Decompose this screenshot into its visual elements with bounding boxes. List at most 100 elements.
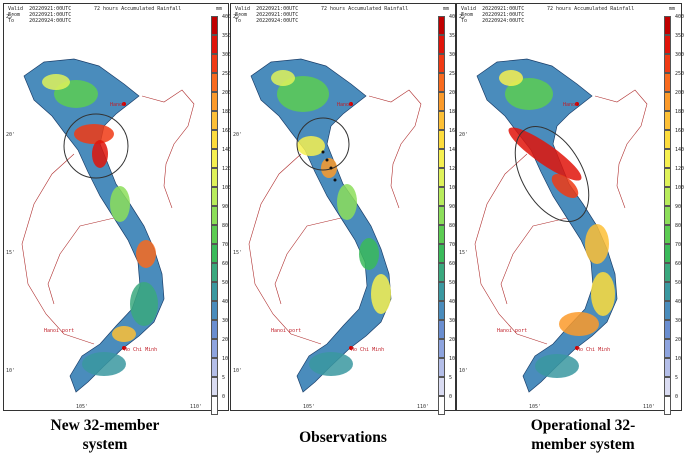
colorbar-swatch: 100 (664, 185, 684, 206)
colorbar-swatch: 5 (211, 375, 225, 396)
colorbar-swatch: 250 (438, 71, 458, 92)
colorbar-swatch: 60 (438, 261, 455, 282)
colorbar-swatch: 400 (438, 14, 458, 35)
city-label: Hanoi (337, 102, 353, 108)
from-time: From 20220921:00UTC (8, 12, 72, 18)
colorbar-swatch: 20 (211, 337, 228, 358)
rainfall-area (136, 240, 156, 268)
lat-label: 20' (233, 132, 243, 138)
colorbar-swatch: 120 (438, 166, 458, 187)
unit-label: mm (668, 6, 675, 12)
colorbar-label: 30 (449, 318, 456, 324)
colorbar-swatch: 20 (438, 337, 455, 358)
city-label: Hanoi (110, 102, 126, 108)
colorbar-label: 160 (675, 128, 684, 134)
colorbar-swatch: 30 (211, 318, 228, 339)
valid-time: Valid 20220921:00UTC (235, 6, 299, 12)
country-border (21, 89, 195, 345)
colorbar-label: 60 (675, 261, 682, 267)
lon-label: 110' (417, 404, 430, 410)
rainfall-area (277, 76, 329, 112)
caption-observations: Observations (299, 429, 387, 446)
rainfall-area (110, 186, 130, 222)
colorbar-label: 90 (675, 204, 682, 210)
caption-new-32-member: New 32-member system (50, 417, 160, 453)
colorbar-label: 0 (449, 394, 453, 400)
valid-time: Valid 20220921:00UTC (8, 6, 72, 12)
lat-label: 15' (6, 250, 16, 256)
colorbar-swatch: 180 (438, 109, 458, 130)
colorbar-label: 100 (222, 185, 232, 191)
colorbar-swatch: 40 (211, 299, 228, 320)
colorbar-swatch: 120 (211, 166, 231, 187)
lon-label: 105' (529, 404, 542, 410)
colorbar-label: 160 (222, 128, 232, 134)
city-label: Hanoi port (497, 328, 528, 334)
rainfall-area (337, 184, 357, 220)
rainfall-area (92, 140, 108, 168)
panel-new-32-member: Valid 20220921:00UTC From 20220921:00UTC… (3, 3, 232, 415)
lat-label: 25' (6, 14, 16, 20)
city-marker (575, 346, 579, 350)
colorbar-label: 140 (449, 147, 459, 153)
colorbar-swatch: 200 (211, 90, 231, 111)
city-label: Hanoi port (271, 328, 302, 334)
colorbar-label: 140 (675, 147, 684, 153)
rainfall-area (74, 124, 114, 144)
colorbar-swatch: 300 (664, 52, 684, 73)
rainfall-area (559, 312, 599, 336)
colorbar-swatch: 250 (664, 71, 684, 92)
colorbar-label: 350 (675, 33, 684, 39)
colorbar-label: 250 (449, 71, 459, 77)
colorbar-label: 200 (222, 90, 232, 96)
colorbar-label: 90 (222, 204, 229, 210)
lat-label: 15' (233, 250, 243, 256)
lat-label: 20' (459, 132, 469, 138)
colorbar-label: 60 (449, 261, 456, 267)
colorbar-swatch: 70 (664, 242, 681, 263)
colorbar-label: 10 (675, 356, 682, 362)
colorbar-swatch: 60 (664, 261, 681, 282)
colorbar-swatch: 180 (211, 109, 231, 130)
colorbar-swatch: 250 (211, 71, 231, 92)
colorbar-swatch: 200 (438, 90, 458, 111)
colorbar-swatch: 0 (438, 394, 452, 415)
colorbar-swatch: 160 (211, 128, 231, 149)
colorbar-swatch: 100 (438, 185, 458, 206)
from-time: From 20220921:00UTC (235, 12, 299, 18)
colorbar-label: 400 (675, 14, 684, 20)
colorbar-swatch: 50 (664, 280, 681, 301)
colorbar-label: 180 (222, 109, 232, 115)
colorbar-label: 120 (675, 166, 684, 172)
colorbar-label: 10 (449, 356, 456, 362)
rainfall-area (82, 352, 126, 376)
colorbar-label: 20 (675, 337, 682, 343)
lon-label: 105' (76, 404, 89, 410)
colorbar-label: 80 (222, 223, 229, 229)
map-title: 72 hours Accumulated Rainfall (321, 6, 409, 12)
colorbar-swatch: 10 (664, 356, 681, 377)
lat-label: 10' (459, 368, 469, 374)
colorbar-label: 250 (222, 71, 232, 77)
colorbar-label: 120 (222, 166, 232, 172)
city-label: Hanoi (563, 102, 579, 108)
highlight-circle (296, 117, 350, 171)
colorbar-label: 10 (222, 356, 229, 362)
station-marker (321, 150, 325, 154)
city-marker (349, 346, 353, 350)
city-marker (122, 346, 126, 350)
colorbar-swatch: 350 (211, 33, 231, 54)
colorbar-label: 90 (449, 204, 456, 210)
colorbar-label: 20 (449, 337, 456, 343)
rainfall-area (505, 78, 553, 110)
colorbar-label: 30 (675, 318, 682, 324)
colorbar-label: 50 (222, 280, 229, 286)
colorbar-label: 100 (675, 185, 684, 191)
colorbar-label: 160 (449, 128, 459, 134)
colorbar-label: 300 (449, 52, 459, 58)
colorbar-label: 120 (449, 166, 459, 172)
city-label: Ho Chi Minh (124, 347, 158, 353)
colorbar-swatch: 160 (664, 128, 684, 149)
rainfall-area (112, 326, 136, 342)
colorbar-label: 20 (222, 337, 229, 343)
